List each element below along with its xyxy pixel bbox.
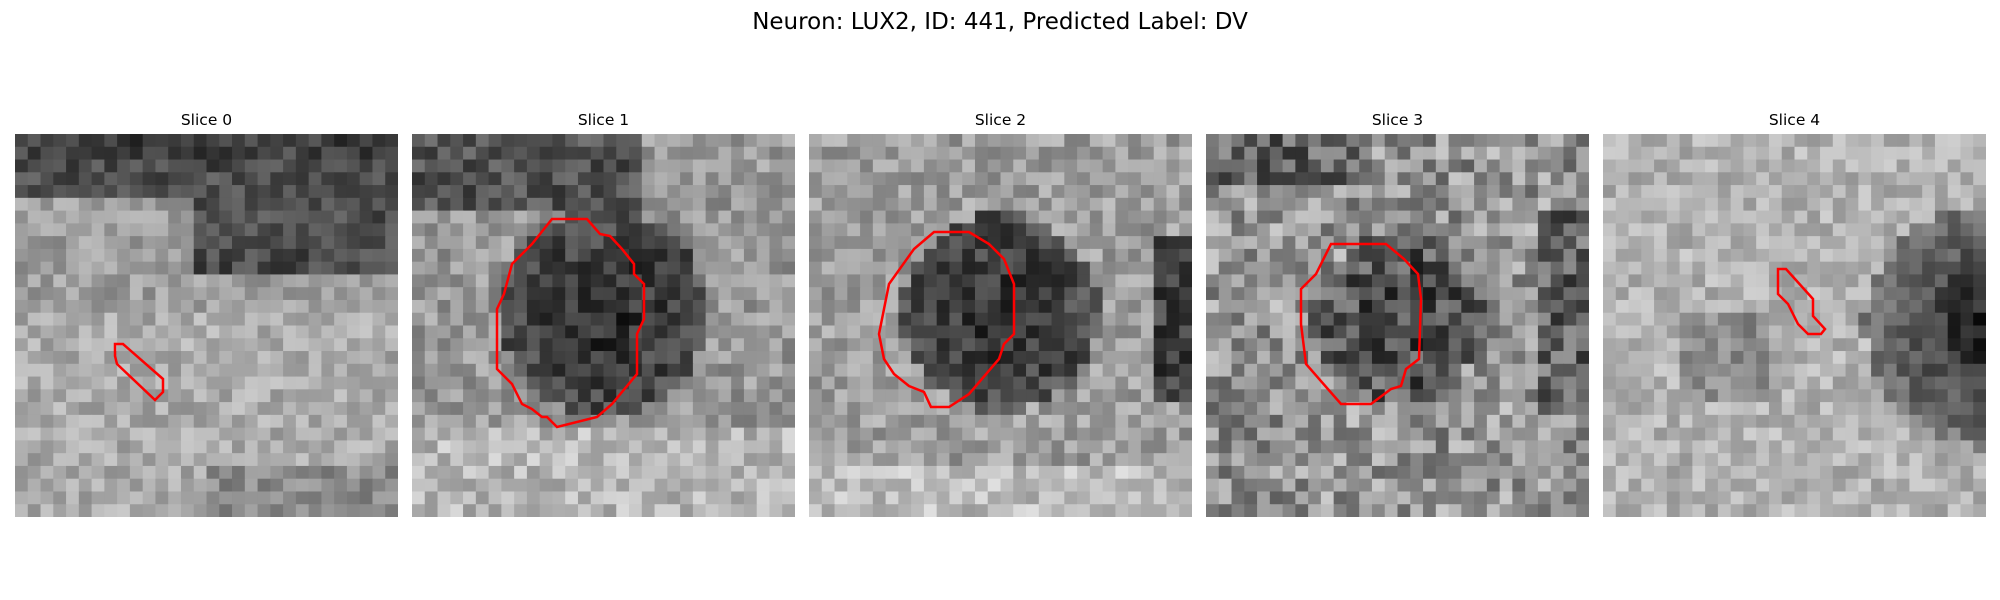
slice-image-svg-3 <box>1206 134 1589 517</box>
roi-contour-4 <box>1776 267 1827 336</box>
roi-contour-2 <box>877 230 1016 409</box>
slice-title-4: Slice 4 <box>1768 111 1821 129</box>
slice-panel-4: Slice 4 <box>1603 108 1986 517</box>
slice-image-svg-4 <box>1603 134 1986 517</box>
slice-image-1 <box>412 134 795 517</box>
slice-panel-2: Slice 2 <box>809 108 1192 517</box>
pixel-grid-1 <box>412 134 795 517</box>
slice-title-2: Slice 2 <box>974 111 1027 129</box>
slice-title-3: Slice 3 <box>1371 111 1424 129</box>
slice-image-2 <box>809 134 1192 517</box>
slice-image-0 <box>15 134 398 517</box>
slice-title-1: Slice 1 <box>577 111 630 129</box>
pixel-grid-4 <box>1603 134 1986 517</box>
pixel-grid-0 <box>15 134 398 517</box>
roi-contour-3 <box>1299 242 1423 406</box>
roi-contour-1 <box>495 217 646 429</box>
slice-image-4 <box>1603 134 1986 517</box>
figure-title: Neuron: LUX2, ID: 441, Predicted Label: … <box>752 9 1248 35</box>
slice-image-3 <box>1206 134 1589 517</box>
slice-image-svg-0 <box>15 134 398 517</box>
slice-image-svg-1 <box>412 134 795 517</box>
slice-panel-0: Slice 0 <box>15 108 398 517</box>
slice-title-0: Slice 0 <box>180 111 233 129</box>
pixel-grid-3 <box>1206 134 1589 517</box>
slice-panel-3: Slice 3 <box>1206 108 1589 517</box>
slice-panel-1: Slice 1 <box>412 108 795 517</box>
pixel-grid-2 <box>809 134 1192 517</box>
slice-image-svg-2 <box>809 134 1192 517</box>
roi-contour-0 <box>113 342 165 402</box>
